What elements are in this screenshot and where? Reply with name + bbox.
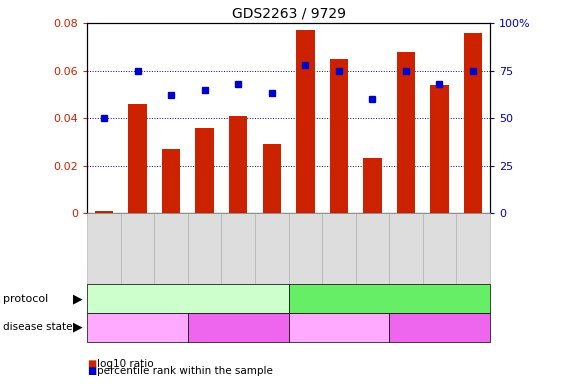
Text: ■: ■ [87,359,96,369]
Text: brain dead: brain dead [409,322,470,333]
Bar [162,149,180,213]
Text: protocol: protocol [3,293,48,304]
Text: GSM115040: GSM115040 [267,221,276,276]
Text: GSM115033: GSM115033 [200,221,209,276]
Bar [464,33,482,213]
Text: living: living [324,322,354,333]
Text: ▶: ▶ [73,321,83,334]
Text: GSM115038: GSM115038 [468,221,477,276]
Text: before transplantation: before transplantation [126,293,251,304]
Text: ▶: ▶ [73,292,83,305]
Text: GSM115041: GSM115041 [334,221,343,276]
Text: ■: ■ [87,366,96,376]
Text: percentile rank within the sample: percentile rank within the sample [97,366,272,376]
Bar [95,211,113,213]
Text: GSM115034: GSM115034 [100,221,109,276]
Text: GSM115042: GSM115042 [368,221,377,276]
Text: GSM115044: GSM115044 [167,221,176,276]
Bar [430,85,449,213]
Text: disease state: disease state [3,322,72,333]
Text: GSM115039: GSM115039 [234,221,243,276]
Text: GSM115043: GSM115043 [133,221,142,276]
Bar [262,144,281,213]
Bar [229,116,248,213]
Text: GSM115036: GSM115036 [301,221,310,276]
Text: GSM115037: GSM115037 [435,221,444,276]
Text: log10 ratio: log10 ratio [97,359,154,369]
Text: living: living [123,322,153,333]
Text: after transplantation: after transplantation [332,293,447,304]
Bar [195,127,214,213]
Text: brain dead: brain dead [208,322,269,333]
Text: GSM115035: GSM115035 [401,221,410,276]
Bar [128,104,147,213]
Title: GDS2263 / 9729: GDS2263 / 9729 [231,7,346,20]
Bar [329,59,348,213]
Bar [363,159,382,213]
Bar [397,51,415,213]
Bar [296,30,315,213]
